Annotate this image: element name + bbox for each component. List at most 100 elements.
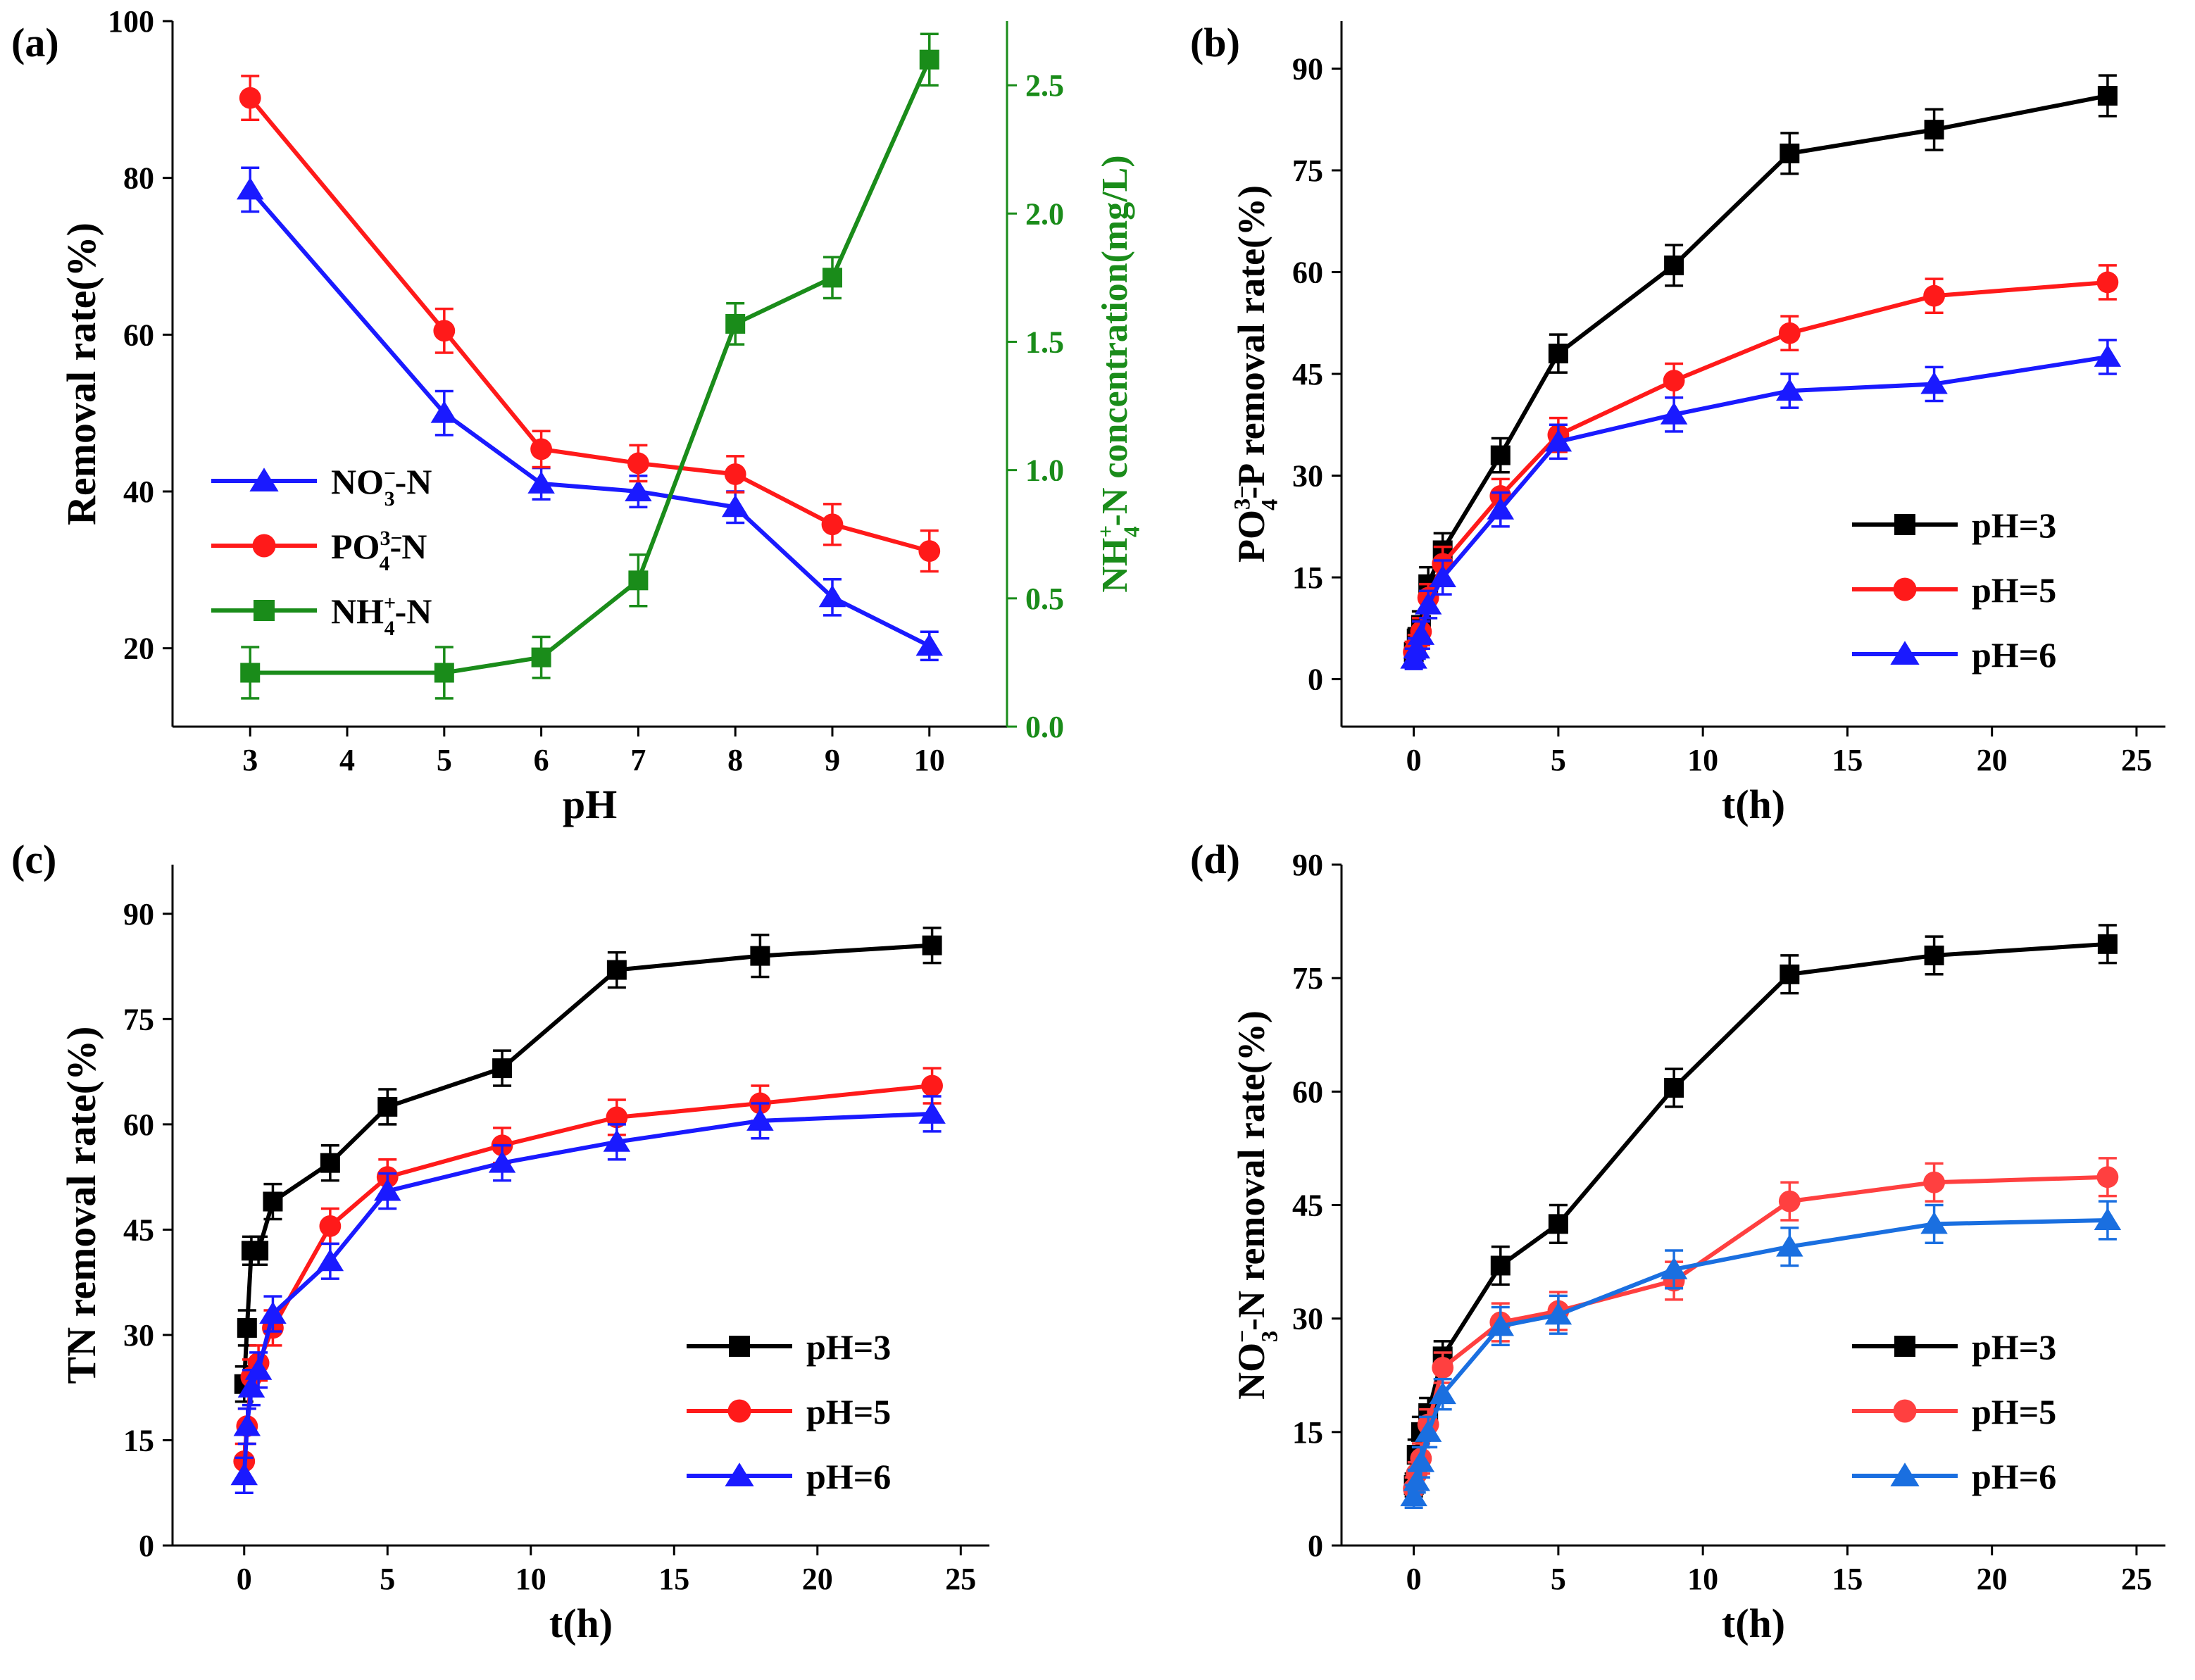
data-point (1548, 1214, 1568, 1234)
x-tick-label: 15 (658, 1562, 689, 1596)
data-point (922, 935, 942, 955)
data-point (1660, 402, 1688, 425)
legend-marker (1893, 577, 1917, 601)
data-point (319, 1215, 342, 1237)
legend-label: PO3− 4-N (331, 527, 427, 575)
data-point (921, 1074, 943, 1097)
data-point (721, 494, 749, 518)
x-tick-label: 15 (1832, 1562, 1863, 1596)
legend: NO− 3-N PO3− 4-N NH+ 4-N (211, 462, 432, 640)
data-point (236, 177, 264, 200)
data-point (606, 1106, 628, 1129)
legend-marker (254, 600, 275, 621)
x-tick-label: 10 (914, 743, 945, 777)
x-axis-title: t(h) (549, 1600, 613, 1646)
x-axis-title: t(h) (1722, 782, 1785, 827)
data-point (1920, 1211, 1948, 1234)
data-point (750, 946, 770, 966)
y-tick-label: 80 (123, 161, 154, 196)
y-tick-label: 90 (1292, 51, 1323, 86)
data-point (818, 584, 846, 608)
data-point (377, 1096, 398, 1117)
legend-marker (1890, 641, 1920, 665)
panel-label: (a) (11, 20, 59, 65)
data-point (1400, 1484, 1427, 1507)
panel-label: (c) (11, 836, 56, 882)
y2-tick-label: 0.0 (1025, 710, 1064, 744)
series-0 (236, 166, 944, 662)
y-tick-label: 0 (1308, 663, 1323, 697)
x-tick-label: 20 (1977, 743, 2008, 777)
data-point (627, 452, 649, 475)
data-point (1548, 344, 1568, 364)
x-tick-label: 6 (534, 743, 549, 777)
x-tick-label: 15 (1832, 743, 1863, 777)
legend-label: pH=6 (1972, 635, 2056, 675)
y-axis-title: TN removal rate(%) (58, 1027, 104, 1384)
y2-tick-label: 0.5 (1025, 582, 1064, 616)
legend-marker (1890, 1462, 1920, 1486)
data-point (492, 1058, 513, 1079)
y-tick-label: 60 (1292, 255, 1323, 289)
y-tick-label: 45 (123, 1212, 154, 1247)
y-tick-label: 20 (123, 632, 154, 666)
legend-label: pH=5 (1972, 1392, 2056, 1431)
legend-marker (249, 468, 279, 491)
data-point (821, 513, 844, 536)
data-point (625, 479, 652, 501)
y2-tick-label: 1.0 (1025, 453, 1064, 488)
data-point (1778, 1190, 1801, 1212)
data-point (1544, 1302, 1572, 1325)
data-point (240, 663, 261, 683)
data-point (606, 960, 627, 980)
data-point (2096, 271, 2119, 294)
y-tick-label: 45 (1292, 1189, 1323, 1223)
legend-marker (252, 534, 276, 558)
data-point (1487, 497, 1515, 520)
x-tick-label: 5 (1551, 743, 1566, 777)
x-tick-label: 5 (1551, 1562, 1566, 1596)
data-point (1924, 945, 1944, 965)
data-point (915, 633, 944, 656)
panel-c: 0 5 10 15 20 25 0 15 30 45 60 75 90 t(h) TN removal ra… (11, 836, 989, 1646)
legend-marker (1894, 1336, 1915, 1357)
data-point (1664, 1077, 1684, 1098)
data-point (2094, 344, 2122, 367)
data-point (488, 1151, 516, 1173)
y2-tick-label: 1.5 (1025, 325, 1064, 359)
x-tick-label: 5 (380, 1562, 395, 1596)
panel-d: 0 5 10 15 20 25 0 15 30 45 60 75 90 t(h) NO−3-N remova… (1190, 836, 2165, 1646)
data-point (1924, 120, 1944, 140)
data-point (237, 1317, 257, 1338)
data-point (1778, 322, 1801, 344)
data-point (1663, 370, 1685, 392)
data-point (746, 1108, 774, 1131)
data-point (919, 49, 939, 70)
data-point (259, 1301, 287, 1324)
data-point (527, 471, 555, 494)
data-point (316, 1248, 344, 1272)
data-point (263, 1191, 283, 1212)
data-point (725, 313, 746, 334)
data-point (1923, 284, 1945, 307)
data-point (1414, 1419, 1442, 1442)
data-point (1780, 964, 1800, 984)
legend-label: pH=3 (1972, 506, 2056, 545)
data-point (1920, 371, 1948, 394)
panel-label: (b) (1190, 20, 1240, 65)
x-tick-label: 10 (1687, 1562, 1718, 1596)
legend-marker (725, 1462, 754, 1486)
data-point (249, 1241, 269, 1261)
series-0 (234, 926, 942, 1403)
y-tick-label: 45 (1292, 357, 1323, 391)
series-2 (1400, 1200, 2122, 1510)
y-tick-label: 100 (108, 4, 154, 39)
x-tick-label: 10 (1687, 743, 1718, 777)
y-tick-label: 75 (123, 1002, 154, 1036)
y-tick-label: 75 (1292, 961, 1323, 996)
data-point (320, 1153, 340, 1173)
x-tick-label: 20 (1977, 1562, 2008, 1596)
series-2 (240, 32, 939, 700)
data-point (1544, 429, 1572, 452)
legend: pH=3 pH=5 pH=6 (687, 1327, 891, 1496)
